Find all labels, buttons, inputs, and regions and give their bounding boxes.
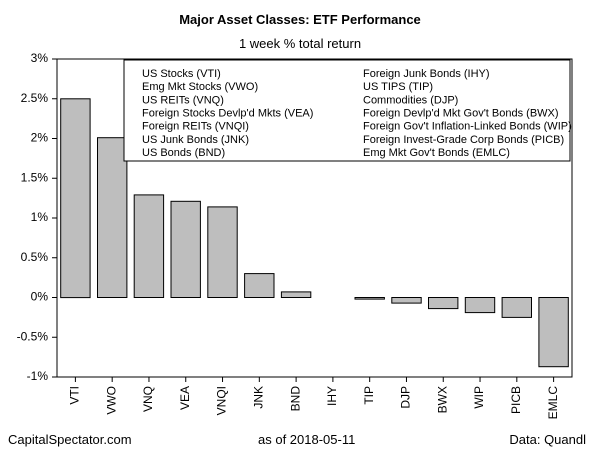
- x-tick-label: EMLC: [546, 386, 560, 420]
- bar-picb: [501, 297, 533, 318]
- bar-vti: [60, 98, 91, 299]
- y-tick-label: 0%: [31, 290, 49, 304]
- chart-subtitle: 1 week % total return: [238, 36, 362, 51]
- bar-vea: [170, 200, 201, 298]
- legend-entry: Foreign REITs (VNQI): [142, 121, 249, 133]
- x-tick-label: PICB: [509, 386, 523, 414]
- legend-entry: Foreign Devlp'd Mkt Gov't Bonds (BWX): [363, 108, 559, 120]
- bar-tip: [354, 297, 385, 300]
- legend-entry: Emg Mkt Stocks (VWO): [142, 81, 258, 93]
- bar-emlc: [538, 297, 569, 368]
- y-tick-label: 1.5%: [21, 170, 49, 184]
- x-tick-label: IHY: [325, 386, 339, 406]
- legend-entry: US REITs (VNQ): [142, 94, 224, 106]
- bar-vnqi: [207, 206, 238, 298]
- x-tick-label: DJP: [399, 386, 413, 409]
- y-tick-label: 1%: [31, 210, 49, 224]
- date-label: as of 2018-05-11: [258, 432, 356, 447]
- bar-bwx: [428, 297, 459, 310]
- legend-entry: US TIPS (TIP): [363, 81, 433, 93]
- y-tick-label: -1%: [27, 369, 49, 383]
- y-tick-label: 0.5%: [21, 250, 49, 264]
- legend-entry: Commodities (DJP): [363, 94, 458, 106]
- x-tick-label: VTI: [68, 386, 82, 405]
- y-tick-label: 2%: [31, 131, 49, 145]
- bar-bnd: [280, 291, 312, 298]
- legend-entry: Foreign Junk Bonds (IHY): [363, 68, 490, 80]
- legend-entry: Foreign Gov't Inflation-Linked Bonds (WI…: [363, 121, 572, 133]
- y-tick-label: 3%: [31, 51, 49, 65]
- legend-entry: Foreign Invest-Grade Corp Bonds (PICB): [363, 134, 564, 146]
- bar-wip: [464, 297, 496, 314]
- legend-entry: Emg Mkt Gov't Bonds (EMLC): [363, 147, 510, 159]
- bar-vwo: [97, 137, 128, 298]
- y-tick-label: 2.5%: [21, 91, 49, 105]
- bar-jnk: [244, 273, 275, 299]
- y-tick-label: -0.5%: [17, 329, 49, 343]
- legend-entry: US Junk Bonds (JNK): [142, 134, 249, 146]
- bar-djp: [391, 297, 422, 304]
- x-tick-label: BWX: [435, 386, 449, 413]
- x-tick-label: VNQ: [141, 386, 155, 412]
- chart-title: Major Asset Classes: ETF Performance: [179, 12, 421, 27]
- legend-entry: US Stocks (VTI): [142, 68, 221, 80]
- bar-vnq: [133, 194, 165, 298]
- legend-entry: US Bonds (BND): [142, 147, 225, 159]
- x-tick-label: VWO: [104, 386, 118, 415]
- x-tick-label: VEA: [178, 386, 192, 410]
- x-tick-label: BND: [288, 386, 302, 412]
- data-credit-label: Data: Quandl: [509, 432, 586, 447]
- legend-box: [123, 59, 571, 162]
- x-tick-label: JNK: [251, 386, 265, 409]
- x-tick-label: VNQI: [215, 386, 229, 415]
- x-tick-label: TIP: [362, 386, 376, 405]
- x-tick-label: WIP: [472, 386, 486, 409]
- legend-entry: Foreign Stocks Devlp'd Mkts (VEA): [142, 108, 313, 120]
- source-label: CapitalSpectator.com: [8, 432, 132, 447]
